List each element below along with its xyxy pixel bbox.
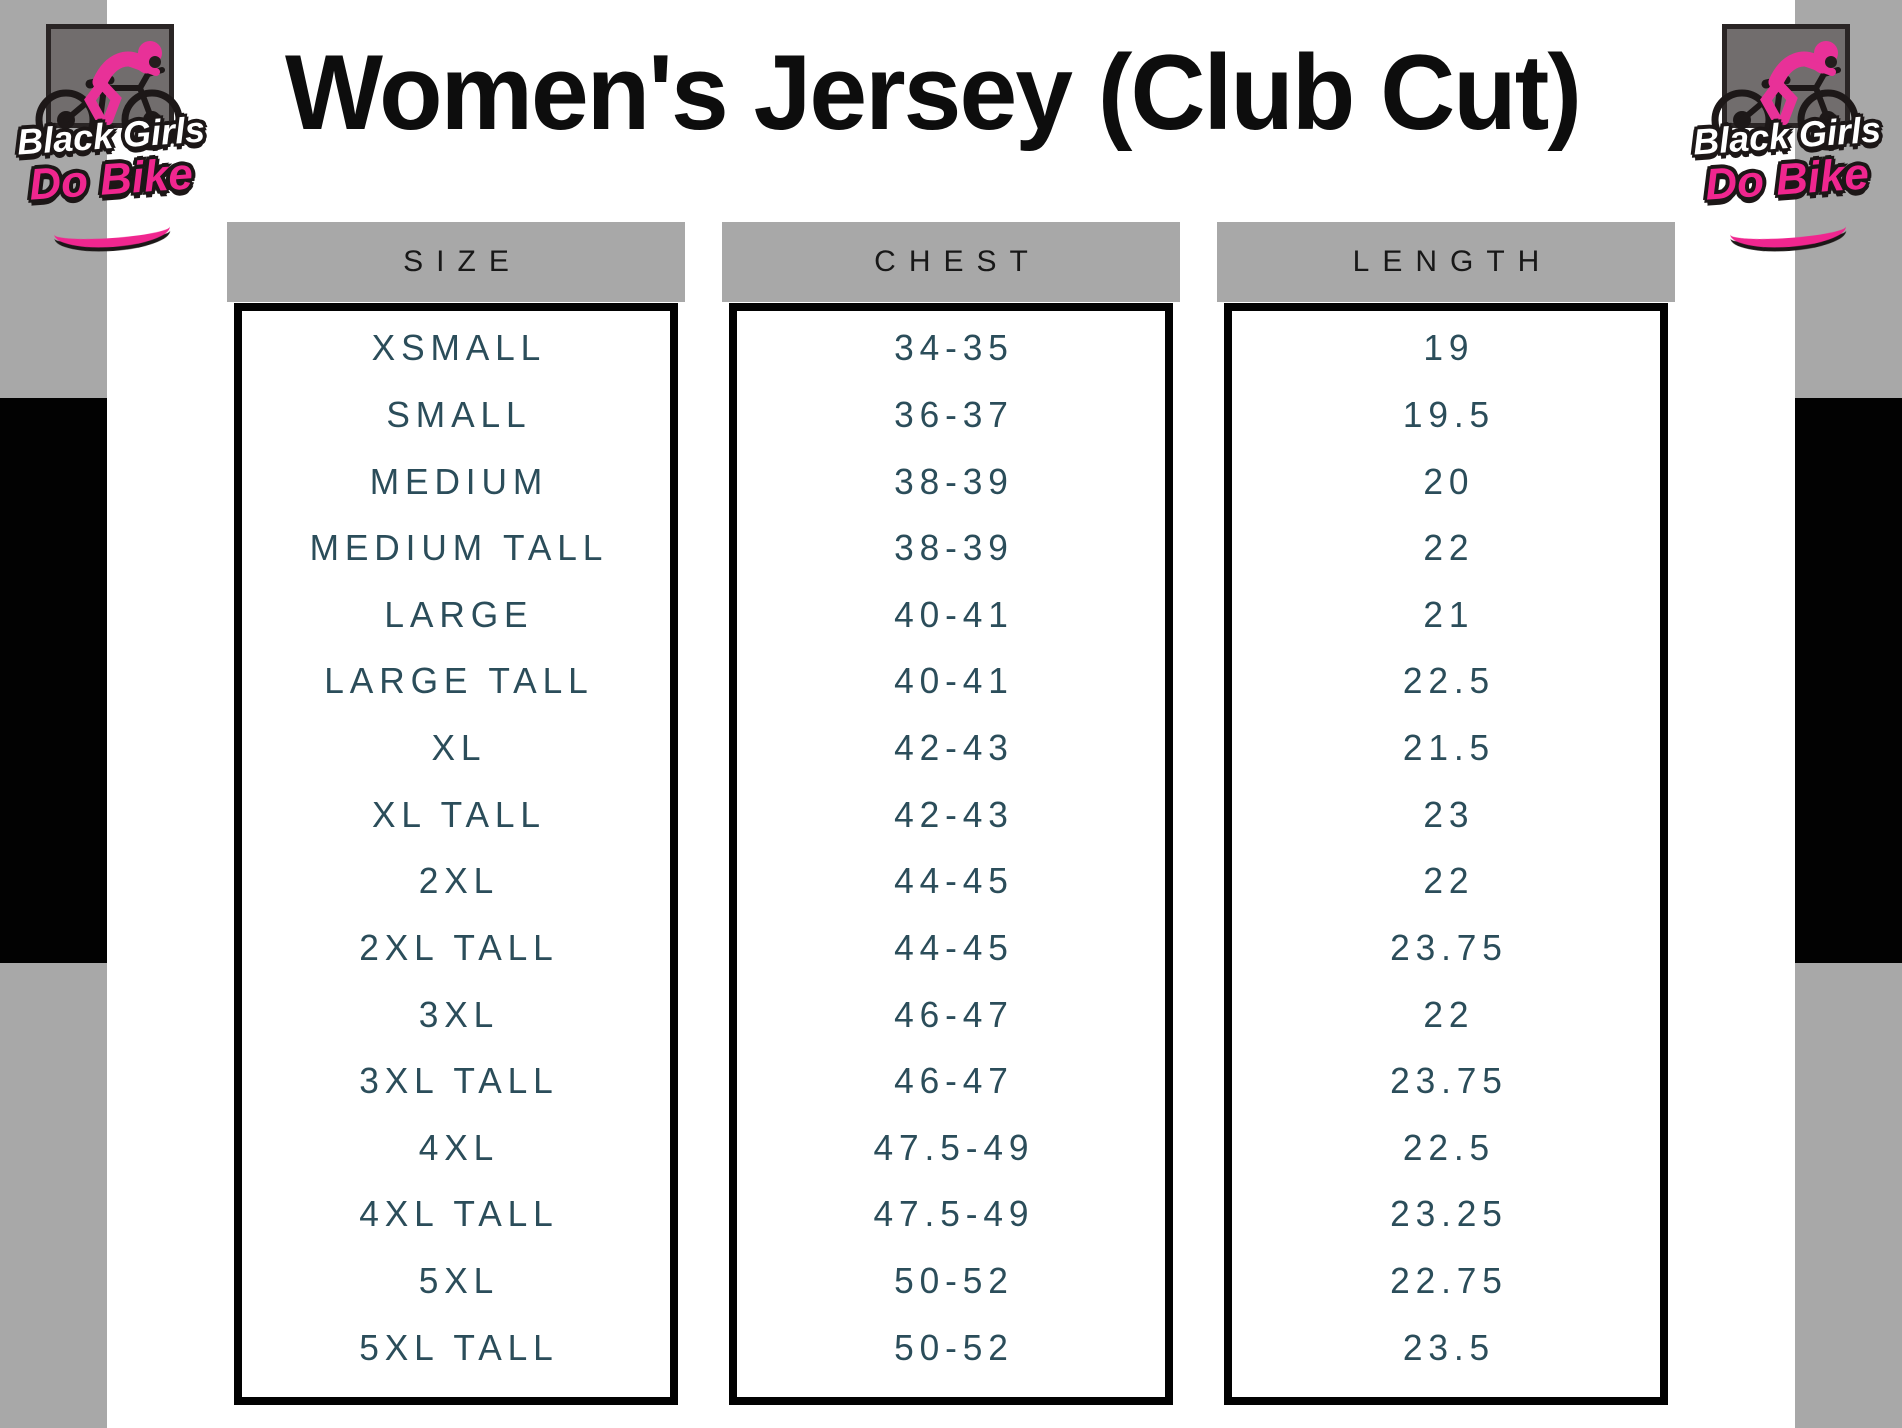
table-cell-chest: 40-41 <box>894 660 1014 702</box>
bgdb-logo-right: Black Girls Do Bike <box>1692 18 1882 252</box>
table-cell-chest: 42-43 <box>894 793 1014 835</box>
table-cell-chest: 42-43 <box>894 727 1014 769</box>
left-bar-black <box>0 398 107 963</box>
size-column-box: XSMALL SMALL MEDIUM MEDIUM TALL LARGE LARGE T… <box>234 303 678 1405</box>
table-cell-chest: 50-52 <box>894 1326 1014 1368</box>
table-cell-size: 3XL <box>418 993 500 1035</box>
table-cell-size: 2XL TALL <box>359 926 559 968</box>
table-cell-length: 22 <box>1423 527 1475 569</box>
table-cell-length: 22.5 <box>1402 660 1496 702</box>
table-cell-length: 21.5 <box>1402 727 1496 769</box>
logo-text-do-bike: Do Bike <box>27 149 195 210</box>
table-cell-length: 23.25 <box>1390 1193 1508 1235</box>
table-cell-chest: 46-47 <box>894 993 1014 1035</box>
table-cell-size: LARGE TALL <box>324 660 594 702</box>
length-column-header: LENGTH <box>1217 222 1675 302</box>
table-cell-size: MEDIUM TALL <box>309 527 609 569</box>
table-cell-chest: 50-52 <box>894 1260 1014 1302</box>
table-cell-length: 22.5 <box>1402 1126 1496 1168</box>
page-title: Women's Jersey (Club Cut) <box>285 32 1582 152</box>
chest-column-box: 34-35 36-37 38-39 38-39 40-41 40-41 42-43 42-43… <box>729 303 1173 1405</box>
table-cell-length: 23.75 <box>1390 926 1508 968</box>
table-cell-length: 23 <box>1423 793 1475 835</box>
table-cell-size: SMALL <box>386 393 532 435</box>
right-bar-black <box>1795 398 1902 963</box>
chest-column-header: CHEST <box>722 222 1180 302</box>
table-cell-size: 5XL TALL <box>359 1326 559 1368</box>
table-cell-chest: 44-45 <box>894 926 1014 968</box>
table-cell-size: XSMALL <box>371 327 547 369</box>
table-cell-length: 23.5 <box>1402 1326 1496 1368</box>
table-cell-size: 3XL TALL <box>359 1060 559 1102</box>
table-cell-chest: 34-35 <box>894 327 1014 369</box>
size-column-header: SIZE <box>227 222 685 302</box>
table-cell-length: 22.75 <box>1390 1260 1508 1302</box>
table-cell-chest: 47.5-49 <box>873 1126 1035 1168</box>
table-cell-size: 2XL <box>418 860 500 902</box>
table-cell-size: MEDIUM <box>369 460 549 502</box>
table-cell-chest: 36-37 <box>894 393 1014 435</box>
table-cell-length: 22 <box>1423 993 1475 1035</box>
table-cell-size: 4XL TALL <box>359 1193 559 1235</box>
table-cell-size: LARGE <box>384 593 534 635</box>
table-cell-chest: 44-45 <box>894 860 1014 902</box>
table-cell-size: XL TALL <box>371 793 546 835</box>
table-cell-length: 19.5 <box>1402 393 1496 435</box>
cyclist-icon <box>35 41 183 151</box>
table-cell-size: 4XL <box>418 1126 500 1168</box>
right-bar-gray-bottom <box>1795 963 1902 1428</box>
table-cell-size: 5XL <box>418 1260 500 1302</box>
table-cell-length: 23.75 <box>1390 1060 1508 1102</box>
table-cell-chest: 38-39 <box>894 527 1014 569</box>
length-column-box: 19 19.5 20 22 21 22.5 21.5 23 22 23.75 22 23.75 22.5… <box>1224 303 1668 1405</box>
cyclist-icon <box>1711 41 1859 151</box>
table-cell-length: 20 <box>1423 460 1475 502</box>
table-cell-chest: 46-47 <box>894 1060 1014 1102</box>
table-cell-length: 22 <box>1423 860 1475 902</box>
bgdb-logo-left: Black Girls Do Bike <box>16 18 206 252</box>
table-cell-chest: 47.5-49 <box>873 1193 1035 1235</box>
logo-text-do-bike: Do Bike <box>1703 149 1871 210</box>
table-cell-length: 21 <box>1423 593 1475 635</box>
left-bar-gray-bottom <box>0 963 107 1428</box>
logo-underline-swoosh <box>52 209 172 252</box>
table-cell-size: XL <box>431 727 487 769</box>
table-cell-chest: 38-39 <box>894 460 1014 502</box>
table-cell-chest: 40-41 <box>894 593 1014 635</box>
table-cell-length: 19 <box>1423 327 1475 369</box>
